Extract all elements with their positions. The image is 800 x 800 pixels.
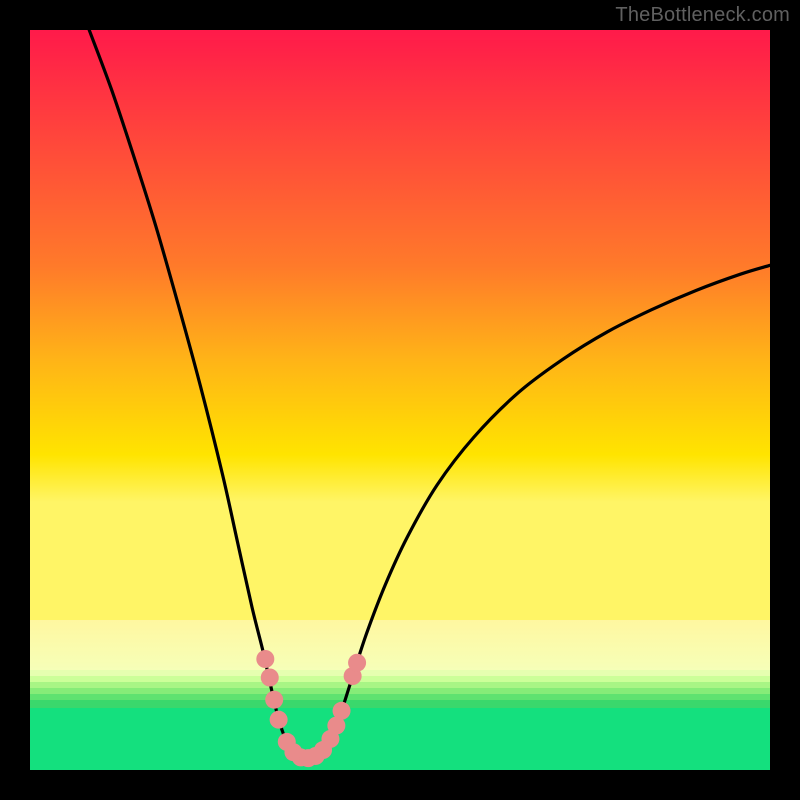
plot-area [30,30,770,770]
curve-marker [333,702,351,720]
curve-marker [265,691,283,709]
curve-marker [256,650,274,668]
attribution-label: TheBottleneck.com [615,4,790,27]
curve-marker [348,654,366,672]
curve-layer [30,30,770,770]
curve-marker [270,711,288,729]
curve-marker [261,669,279,687]
bottleneck-curve [89,30,770,759]
